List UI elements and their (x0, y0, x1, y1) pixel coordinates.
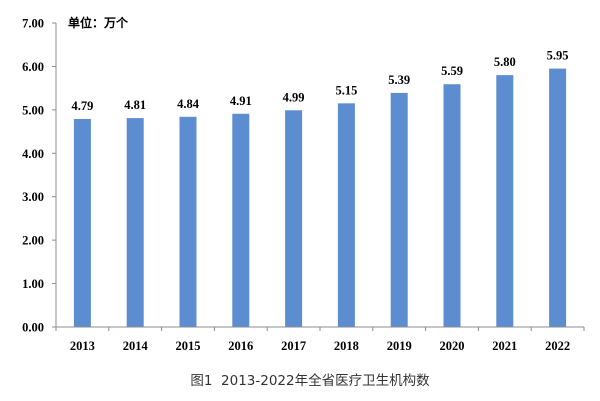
x-tick-label-2013: 2013 (70, 339, 95, 353)
data-label-2022: 5.95 (547, 49, 569, 63)
unit-label: 单位：万个 (68, 15, 129, 30)
data-label-2013: 4.79 (71, 99, 93, 113)
y-tick-label: 5.00 (22, 103, 44, 117)
x-tick-label-2018: 2018 (334, 339, 359, 353)
y-tick-label: 0.00 (22, 321, 44, 335)
y-tick-label: 6.00 (22, 60, 44, 74)
x-tick-label-2019: 2019 (387, 339, 412, 353)
bar-2017 (285, 110, 303, 327)
data-label-2018: 5.15 (335, 83, 357, 97)
data-label-2014: 4.81 (124, 98, 146, 112)
bar-2020 (443, 84, 461, 327)
data-label-2015: 4.84 (177, 97, 200, 111)
bar-2014 (126, 118, 144, 327)
bar-2013 (73, 118, 91, 327)
x-tick-label-2022: 2022 (545, 339, 570, 353)
y-tick-label: 7.00 (22, 17, 44, 31)
y-tick-label: 2.00 (22, 234, 44, 248)
data-label-2020: 5.59 (441, 64, 463, 78)
bar-2021 (496, 75, 514, 327)
y-tick-label: 1.00 (22, 277, 44, 291)
figure-caption: 图1 2013-2022年全省医疗卫生机构数 (190, 372, 430, 389)
bar-2018 (337, 103, 355, 327)
bar-2016 (232, 113, 250, 327)
x-tick-label-2020: 2020 (440, 339, 465, 353)
bar-2019 (390, 92, 408, 327)
x-tick-label-2014: 2014 (123, 339, 149, 353)
y-tick-label: 3.00 (22, 190, 44, 204)
y-tick-label: 4.00 (22, 147, 44, 161)
bar-2022 (549, 68, 567, 327)
x-tick-label-2021: 2021 (492, 339, 517, 353)
data-label-2021: 5.80 (494, 55, 516, 69)
data-label-2019: 5.39 (388, 73, 410, 87)
x-tick-label-2016: 2016 (228, 339, 253, 353)
data-label-2016: 4.91 (230, 94, 252, 108)
data-label-2017: 4.99 (283, 90, 305, 104)
bar-2015 (179, 116, 197, 327)
x-tick-label-2015: 2015 (176, 339, 201, 353)
x-tick-label-2017: 2017 (281, 339, 306, 353)
